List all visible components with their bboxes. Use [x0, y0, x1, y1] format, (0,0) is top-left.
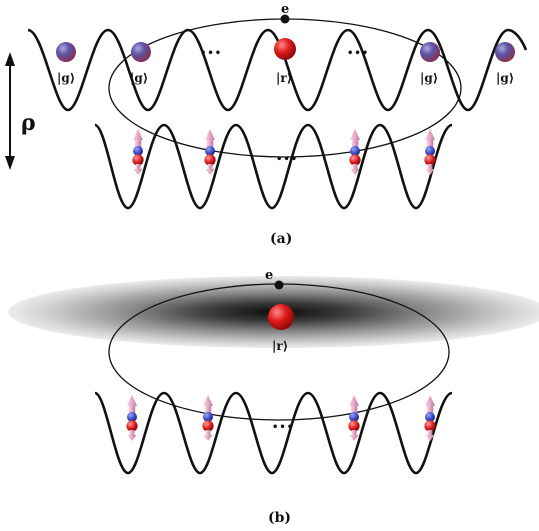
electron-label-a: e: [281, 2, 289, 17]
panel-a: e |g⟩ |g⟩ |r⟩ |g⟩ |g⟩ ••• ••• ••• ρ (a): [5, 2, 528, 247]
spin-atom: [204, 129, 216, 175]
ground-atom: [420, 42, 440, 62]
spin-atom: [202, 395, 214, 441]
spin-atom: [348, 395, 360, 441]
ellipsis-dots: •••: [347, 48, 369, 59]
spin-atom: [126, 395, 138, 441]
electron-dot-b: [274, 280, 284, 290]
electron-label-b: e: [265, 268, 273, 283]
state-label-g: |g⟩: [57, 71, 75, 85]
ellipsis-dots: •••: [276, 154, 298, 165]
panel-a-caption: (a): [270, 231, 292, 247]
state-label-g: |g⟩: [496, 71, 514, 85]
lattice-potential-b: [94, 391, 453, 475]
panel-b-caption: (b): [268, 510, 291, 526]
rydberg-atom: [268, 304, 294, 330]
lower-lattice-potential: [94, 123, 453, 210]
spin-atom: [132, 129, 144, 175]
ground-atom: [495, 42, 515, 62]
rho-double-arrow: [5, 52, 15, 170]
state-label-r: |r⟩: [276, 71, 292, 85]
state-label-g: |g⟩: [130, 71, 148, 85]
ellipsis-dots: •••: [200, 48, 222, 59]
ground-atom: [131, 42, 151, 62]
rydberg-atom: [274, 38, 296, 60]
panel-b: e |r⟩ ••• (b): [8, 268, 539, 526]
ellipsis-dots: •••: [272, 422, 294, 433]
electron-dot-a: [280, 14, 290, 24]
spin-atom: [349, 129, 361, 175]
ground-atom: [56, 42, 76, 62]
rydberg-state-label: |r⟩: [272, 339, 288, 353]
state-label-g: |g⟩: [420, 71, 438, 85]
rho-label: ρ: [21, 110, 36, 136]
